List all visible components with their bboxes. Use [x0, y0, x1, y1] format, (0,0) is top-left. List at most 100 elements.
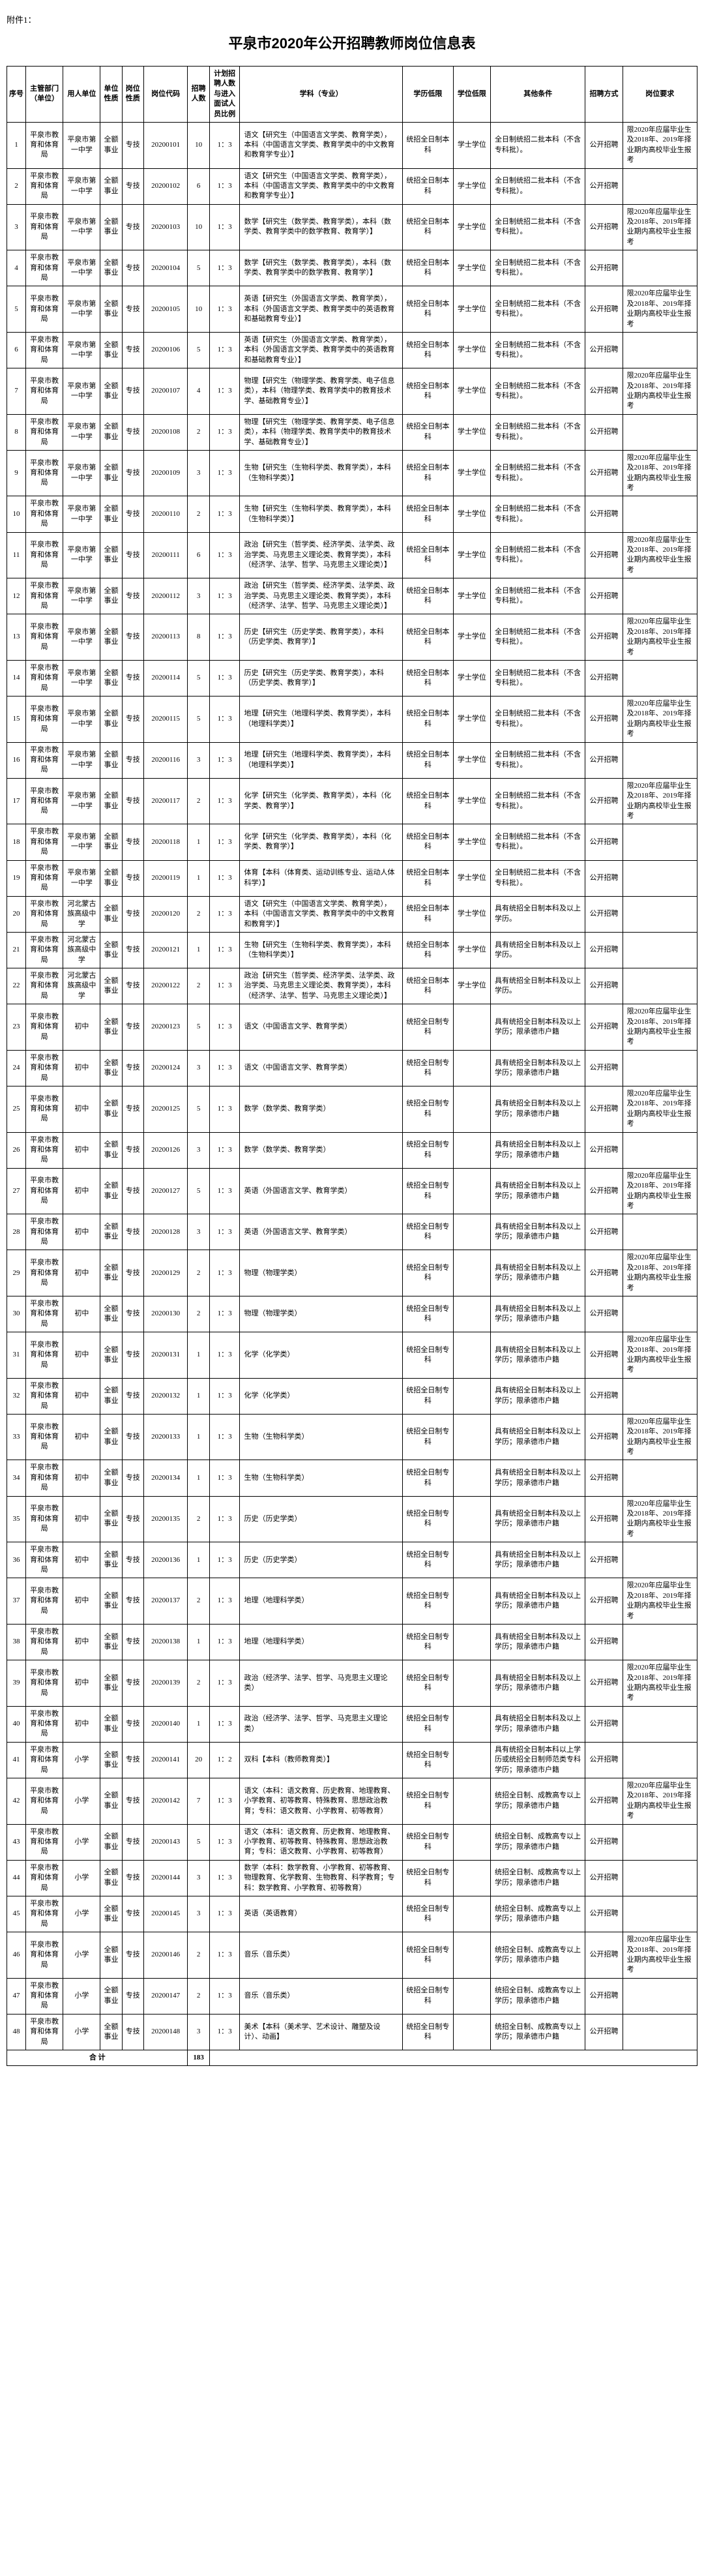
- cell-deg: 学士学位: [453, 968, 490, 1004]
- cell-unit: 初中: [63, 1496, 100, 1542]
- cell-ratio: 1：3: [209, 1414, 240, 1460]
- cell-unit: 河北蒙古族高级中学: [63, 968, 100, 1004]
- cell-utype: 全额事业: [100, 1168, 122, 1214]
- cell-edu: 统招全日制本科: [402, 168, 453, 204]
- cell-utype: 全额事业: [100, 860, 122, 896]
- cell-deg: [453, 1414, 490, 1460]
- cell-req: [623, 578, 697, 614]
- cell-unit: 平泉市第一中学: [63, 286, 100, 333]
- cell-unit: 初中: [63, 1132, 100, 1168]
- cell-utype: 全额事业: [100, 286, 122, 333]
- cell-ptype: 专技: [122, 860, 143, 896]
- cell-other: 具有统招全日制本科以上学历或统招全日制师范类专科学历；限承德市户籍: [490, 1742, 585, 1778]
- cell-utype: 全额事业: [100, 1742, 122, 1778]
- cell-other: 全日制统招二批本科（不含专科批）。: [490, 450, 585, 496]
- cell-other: 具有统招全日制本科及以上学历；限承德市户籍: [490, 1250, 585, 1296]
- cell-utype: 全额事业: [100, 1250, 122, 1296]
- cell-utype: 全额事业: [100, 1578, 122, 1625]
- cell-edu: 统招全日制本科: [402, 532, 453, 578]
- cell-deg: 学士学位: [453, 122, 490, 168]
- table-row: 6平泉市教育和体育局平泉市第一中学全额事业专技2020010651：3英语【研究…: [7, 332, 697, 368]
- cell-num: 2: [188, 1296, 209, 1332]
- cell-req: 限2020年应届毕业生及2018年、2019年择业期内高校毕业生报考: [623, 614, 697, 661]
- cell-subj: 生物（生物科学类）: [240, 1414, 402, 1460]
- cell-ratio: 1：3: [209, 778, 240, 824]
- cell-req: [623, 824, 697, 860]
- cell-unit: 平泉市第一中学: [63, 496, 100, 532]
- cell-seq: 41: [7, 1742, 26, 1778]
- cell-method: 公开招聘: [585, 496, 623, 532]
- cell-dept: 平泉市教育和体育局: [26, 532, 63, 578]
- cell-req: [623, 896, 697, 932]
- table-row: 36平泉市教育和体育局初中全额事业专技2020013611：3历史（历史学类）统…: [7, 1542, 697, 1578]
- table-row: 2平泉市教育和体育局平泉市第一中学全额事业专技2020010261：3语文【研究…: [7, 168, 697, 204]
- cell-code: 20200143: [143, 1824, 188, 1860]
- cell-edu: 统招全日制专科: [402, 1742, 453, 1778]
- cell-code: 20200101: [143, 122, 188, 168]
- cell-dept: 平泉市教育和体育局: [26, 168, 63, 204]
- cell-req: [623, 1132, 697, 1168]
- cell-code: 20200107: [143, 368, 188, 415]
- cell-ptype: 专技: [122, 660, 143, 696]
- cell-other: 具有统招全日制本科及以上学历；限承德市户籍: [490, 1624, 585, 1660]
- cell-unit: 初中: [63, 1578, 100, 1625]
- cell-seq: 42: [7, 1778, 26, 1825]
- cell-ratio: 1：3: [209, 414, 240, 450]
- cell-other: 统招全日制、成教高专以上学历；限承德市户籍: [490, 2014, 585, 2050]
- cell-dept: 平泉市教育和体育局: [26, 896, 63, 932]
- cell-method: 公开招聘: [585, 1742, 623, 1778]
- cell-num: 1: [188, 1706, 209, 1742]
- cell-other: 全日制统招二批本科（不含专科批）。: [490, 532, 585, 578]
- cell-dept: 平泉市教育和体育局: [26, 824, 63, 860]
- table-row: 43平泉市教育和体育局小学全额事业专技2020014351：3语文（本科：语文教…: [7, 1824, 697, 1860]
- cell-req: [623, 660, 697, 696]
- cell-ptype: 专技: [122, 1168, 143, 1214]
- cell-req: 限2020年应届毕业生及2018年、2019年择业期内高校毕业生报考: [623, 368, 697, 415]
- cell-unit: 小学: [63, 1978, 100, 2014]
- cell-num: 3: [188, 1132, 209, 1168]
- cell-code: 20200120: [143, 896, 188, 932]
- cell-code: 20200126: [143, 1132, 188, 1168]
- cell-seq: 22: [7, 968, 26, 1004]
- cell-other: 全日制统招二批本科（不含专科批）。: [490, 250, 585, 286]
- cell-ptype: 专技: [122, 2014, 143, 2050]
- cell-subj: 化学【研究生（化学类、教育学类），本科（化学类、教育学）】: [240, 824, 402, 860]
- cell-code: 20200119: [143, 860, 188, 896]
- cell-dept: 平泉市教育和体育局: [26, 1778, 63, 1825]
- cell-deg: 学士学位: [453, 414, 490, 450]
- table-row: 9平泉市教育和体育局平泉市第一中学全额事业专技2020010931：3生物【研究…: [7, 450, 697, 496]
- cell-ratio: 1：3: [209, 1168, 240, 1214]
- cell-ptype: 专技: [122, 1296, 143, 1332]
- cell-num: 2: [188, 1496, 209, 1542]
- cell-subj: 化学【研究生（化学类、教育学类），本科（化学类、教育学）】: [240, 778, 402, 824]
- cell-other: 具有统招全日制本科及以上学历；限承德市户籍: [490, 1050, 585, 1086]
- cell-dept: 平泉市教育和体育局: [26, 2014, 63, 2050]
- cell-ratio: 1：3: [209, 1250, 240, 1296]
- cell-num: 3: [188, 1050, 209, 1086]
- cell-deg: [453, 1132, 490, 1168]
- cell-unit: 初中: [63, 1004, 100, 1051]
- cell-ratio: 1：3: [209, 896, 240, 932]
- cell-other: 全日制统招二批本科（不含专科批）。: [490, 660, 585, 696]
- cell-code: 20200118: [143, 824, 188, 860]
- cell-edu: 统招全日制本科: [402, 824, 453, 860]
- cell-other: 具有统招全日制本科及以上学历；限承德市户籍: [490, 1542, 585, 1578]
- cell-unit: 平泉市第一中学: [63, 122, 100, 168]
- cell-num: 2: [188, 1978, 209, 2014]
- cell-deg: [453, 1932, 490, 1979]
- table-row: 44平泉市教育和体育局小学全额事业专技2020014431：3数学（本科：数学教…: [7, 1860, 697, 1896]
- cell-ratio: 1：3: [209, 1978, 240, 2014]
- cell-utype: 全额事业: [100, 368, 122, 415]
- cell-deg: 学士学位: [453, 204, 490, 250]
- cell-method: 公开招聘: [585, 696, 623, 743]
- cell-method: 公开招聘: [585, 286, 623, 333]
- cell-deg: [453, 1168, 490, 1214]
- cell-code: 20200142: [143, 1778, 188, 1825]
- cell-req: 限2020年应届毕业生及2018年、2019年择业期内高校毕业生报考: [623, 1332, 697, 1379]
- cell-deg: [453, 1542, 490, 1578]
- cell-ratio: 1：3: [209, 578, 240, 614]
- table-row: 15平泉市教育和体育局平泉市第一中学全额事业专技2020011551：3地理【研…: [7, 696, 697, 743]
- cell-deg: [453, 1660, 490, 1707]
- cell-method: 公开招聘: [585, 1050, 623, 1086]
- cell-subj: 地理（地理科学类）: [240, 1624, 402, 1660]
